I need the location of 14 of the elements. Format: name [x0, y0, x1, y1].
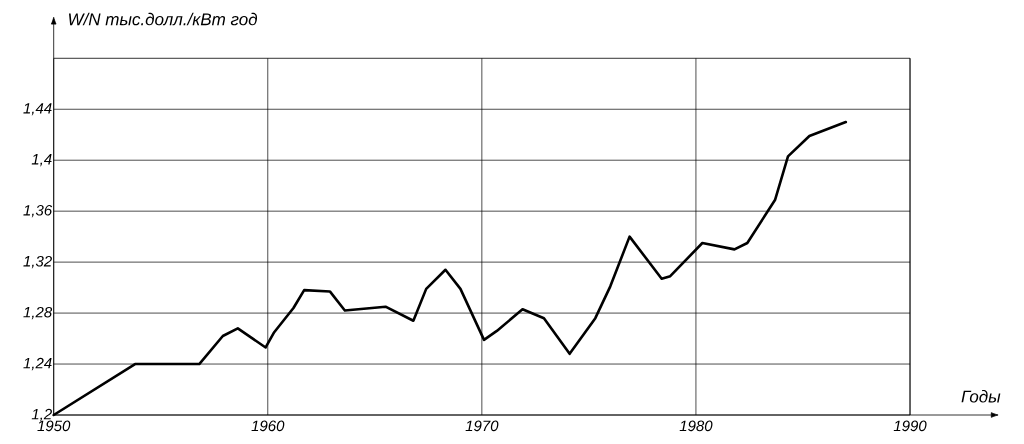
- y-tick-label: 1,44: [23, 103, 52, 116]
- y-axis-title: W/N тыс.долл./кВт год: [68, 12, 258, 26]
- y-tick-label: 1,4: [31, 154, 52, 167]
- x-tick-label: 1960: [251, 420, 285, 432]
- y-tick-label: 1,32: [23, 255, 52, 269]
- x-tick-label: 1950: [37, 420, 71, 432]
- y-tick-label: 1,2: [31, 408, 52, 422]
- y-tick-label: 1,24: [23, 357, 52, 371]
- y-tick-label: 1,36: [23, 204, 53, 218]
- y-tick-label: 1,28: [23, 306, 53, 320]
- x-tick-label: 1970: [465, 420, 499, 432]
- x-tick-label: 1990: [893, 420, 927, 432]
- x-axis-title: Годы: [961, 390, 1001, 403]
- x-tick-label: 1980: [679, 420, 713, 432]
